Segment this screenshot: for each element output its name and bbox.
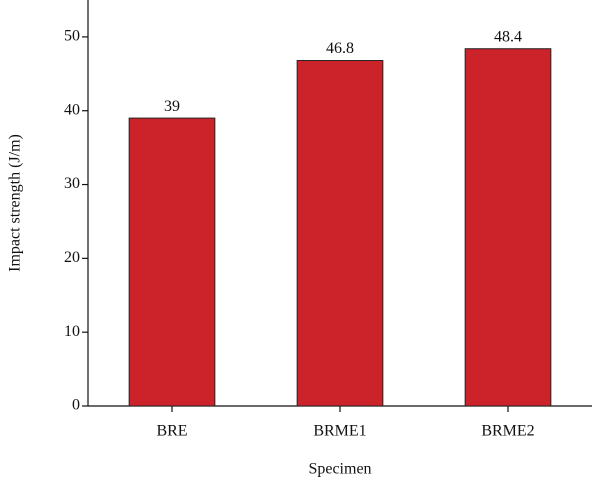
value-label: 48.4 <box>494 28 522 45</box>
y-axis-label: Impact strength (J/m) <box>7 134 24 272</box>
y-tick-label: 10 <box>64 323 80 340</box>
y-tick-label: 20 <box>64 249 80 266</box>
bar <box>464 48 552 407</box>
y-tick-label: 40 <box>64 101 80 118</box>
x-tick-label: BRME2 <box>481 423 534 440</box>
x-tick-label: BRE <box>156 423 187 440</box>
value-label: 39 <box>164 98 180 115</box>
y-tick-label: 0 <box>72 397 80 414</box>
bar <box>128 117 216 407</box>
x-axis-label: Specimen <box>308 461 371 478</box>
x-tick-label: BRME1 <box>313 423 366 440</box>
y-tick-label: 30 <box>64 175 80 192</box>
y-tick-label: 50 <box>64 28 80 45</box>
value-label: 46.8 <box>326 40 354 57</box>
bar <box>296 60 384 407</box>
